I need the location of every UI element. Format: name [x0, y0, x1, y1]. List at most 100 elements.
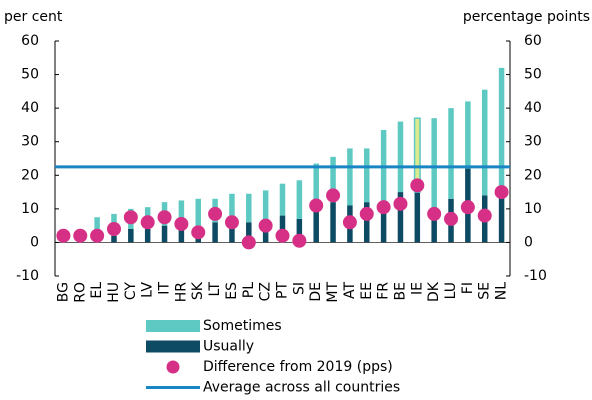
x-tick-label: SE: [477, 282, 493, 300]
dot: [309, 198, 324, 213]
y-axis-title: per cent: [4, 9, 63, 25]
legend-swatch: [146, 320, 200, 332]
y-tick-label: 60: [21, 33, 39, 49]
y-tick-label: -10: [16, 268, 39, 284]
dot: [140, 215, 155, 230]
dot: [56, 228, 71, 243]
x-tick-label: BE: [392, 282, 408, 300]
bar: [347, 148, 353, 206]
dot: [494, 185, 509, 200]
x-tick-label: SI: [291, 282, 307, 295]
bar: [330, 156, 336, 203]
y2-axis-title: percentage points: [463, 9, 590, 25]
x-tick-label: IE: [409, 282, 425, 295]
bar: [178, 200, 185, 226]
bar: [364, 148, 370, 203]
bar: [498, 195, 505, 243]
dot: [275, 228, 290, 243]
bar: [195, 198, 201, 236]
bar: [111, 235, 117, 243]
bar: [465, 101, 471, 169]
bar: [229, 193, 235, 226]
y-tick-label: 10: [21, 201, 39, 217]
x-tick-label: FR: [376, 282, 392, 300]
dot: [292, 233, 307, 248]
bar: [128, 229, 134, 243]
bar: [414, 192, 421, 243]
x-tick-label: NL: [494, 282, 510, 300]
bar: [431, 118, 437, 219]
y2-tick-label: 30: [524, 134, 542, 150]
y-tick-label: 40: [21, 100, 39, 116]
bar: [397, 192, 404, 243]
legend-label: Usually: [203, 339, 254, 355]
legend-label: Sometimes: [203, 318, 282, 334]
dot: [123, 210, 138, 225]
dot: [427, 206, 442, 221]
x-tick-label: LT: [207, 282, 223, 297]
bar: [498, 67, 505, 196]
y2-tick-label: -10: [524, 268, 547, 284]
bar: [178, 225, 185, 243]
dot: [208, 206, 223, 221]
x-tick-label: AT: [342, 282, 358, 299]
bar: [262, 229, 269, 243]
dot: [376, 200, 391, 215]
y2-tick-label: 0: [524, 234, 533, 250]
dot: [90, 228, 105, 243]
legend-swatch: [146, 340, 200, 353]
y-tick-label: 50: [21, 67, 39, 83]
dot: [224, 215, 239, 230]
x-tick-label: LV: [140, 282, 156, 298]
legend-label: Difference from 2019 (pps): [203, 359, 393, 375]
bar: [246, 193, 252, 223]
x-tick-label: SK: [190, 281, 206, 300]
bar: [330, 202, 336, 243]
x-tick-label: EE: [359, 282, 375, 300]
dot: [460, 200, 475, 215]
dot: [157, 210, 172, 225]
bar: [313, 163, 319, 209]
dot: [326, 188, 341, 203]
y2-tick-label: 20: [524, 167, 542, 183]
legend-label: Average across all countries: [203, 380, 400, 396]
x-tick-label: DE: [308, 282, 324, 302]
bar: [296, 180, 303, 219]
dot: [410, 178, 425, 193]
dot: [393, 196, 408, 211]
bar: [144, 229, 151, 243]
bar: [380, 205, 387, 243]
dot: [477, 208, 492, 223]
bar: [397, 121, 404, 193]
dot: [174, 216, 189, 231]
x-tick-label: LU: [443, 282, 459, 299]
bar: [246, 222, 252, 243]
x-tick-label: IT: [157, 282, 173, 295]
legend-swatch: [166, 360, 180, 374]
x-tick-label: PT: [275, 282, 291, 299]
dot: [73, 228, 88, 243]
bar: [364, 202, 370, 243]
bar: [279, 183, 286, 216]
bar: [262, 190, 269, 229]
dot: [444, 211, 459, 226]
bar: [431, 218, 437, 243]
x-tick-label: FI: [460, 282, 476, 294]
bar: [229, 225, 235, 243]
x-tick-label: HU: [106, 282, 122, 303]
y2-tick-label: 60: [524, 33, 542, 49]
bar: [161, 225, 168, 243]
x-tick-label: ES: [224, 282, 240, 300]
y-tick-label: 0: [30, 234, 39, 250]
dot: [359, 206, 374, 221]
dot: [191, 225, 206, 240]
y-tick-label: 20: [21, 167, 39, 183]
x-tick-label: CZ: [258, 282, 274, 301]
y2-tick-label: 40: [524, 100, 542, 116]
x-tick-label: MT: [325, 282, 341, 303]
x-tick-label: DK: [426, 281, 442, 302]
y2-tick-label: 10: [524, 201, 542, 217]
x-tick-label: EL: [89, 282, 105, 299]
x-tick-label: HR: [173, 282, 189, 303]
